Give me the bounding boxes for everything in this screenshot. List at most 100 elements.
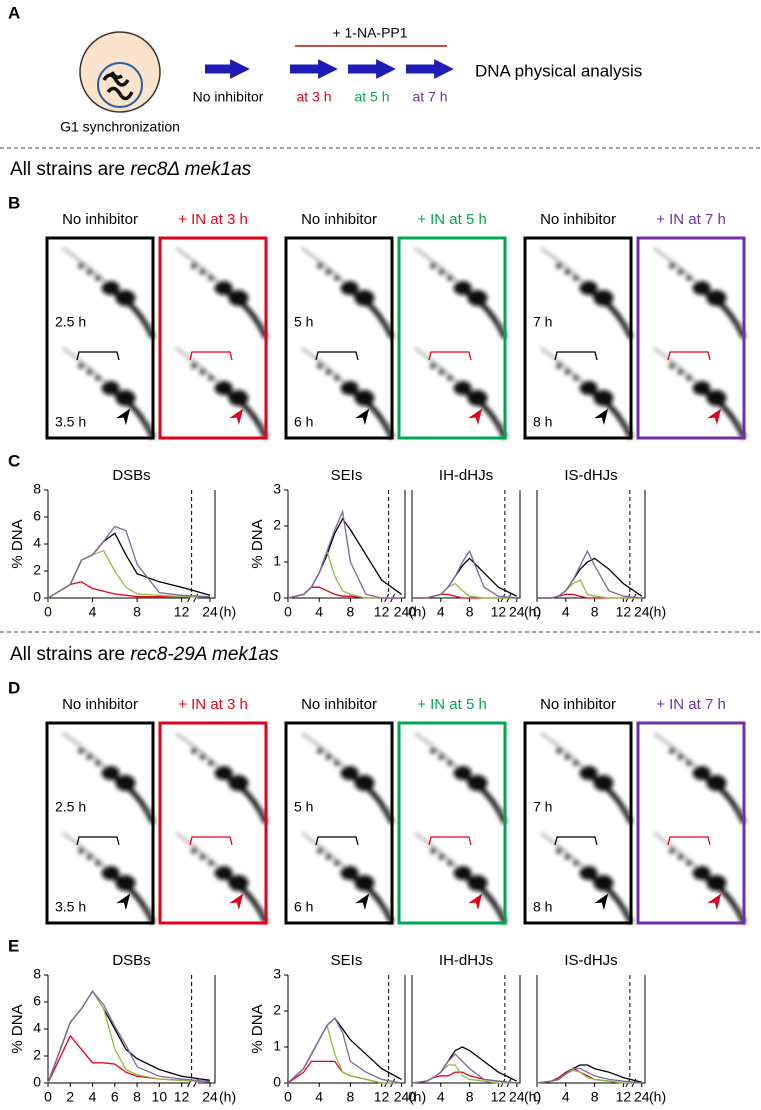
gel-spot — [77, 848, 84, 854]
chart-title: IS-dHJs — [564, 952, 617, 969]
x-axis-label: (h) — [649, 1089, 666, 1105]
series-line — [537, 557, 643, 599]
gel-image — [62, 732, 156, 925]
gel-spot — [429, 848, 436, 854]
gel-spot — [207, 760, 214, 766]
arrowhead — [468, 408, 483, 426]
gel-spot — [555, 748, 562, 754]
genotype: rec8-29A mek1as — [130, 644, 279, 665]
arrowhead — [594, 408, 609, 426]
blot-background — [286, 723, 392, 923]
y-tick-label: 2 — [33, 562, 41, 578]
gel-spot — [316, 363, 323, 369]
blot-background — [160, 238, 266, 438]
x-tick-label: 8 — [347, 1089, 355, 1105]
x-tick-label: 4 — [562, 1089, 570, 1105]
x-tick-label: 8 — [591, 1089, 599, 1105]
gel-spot — [677, 269, 684, 275]
x-tick-label: 4 — [437, 604, 445, 620]
gel-spot — [94, 375, 101, 381]
genotype: rec8Δ mek1as — [130, 159, 251, 180]
gel-spot — [333, 760, 340, 766]
time-label: 6 h — [294, 414, 313, 430]
axes — [287, 490, 406, 599]
gel-spot — [572, 860, 579, 866]
gel-spot — [207, 375, 214, 381]
gel-spot — [446, 860, 453, 866]
gel-spot — [199, 269, 206, 275]
blot-background — [160, 723, 266, 923]
blot-frame — [397, 721, 507, 925]
gel-spot — [199, 854, 206, 860]
gel-spot — [706, 875, 727, 891]
x-tick-label: 24 — [509, 1089, 525, 1105]
series-line — [47, 550, 210, 599]
x-tick-label: 12 — [491, 604, 507, 620]
gel-spot — [579, 281, 598, 295]
time-label: 7 h — [533, 314, 552, 330]
section-prefix: All strains are — [10, 644, 130, 665]
x-tick-label: 8 — [466, 604, 474, 620]
arrowhead — [468, 893, 483, 911]
gel-spot — [190, 363, 197, 369]
y-tick-label: 4 — [33, 1020, 41, 1036]
panel-label: B — [8, 193, 20, 212]
x-tick-label: 4 — [437, 1089, 445, 1105]
gel-spot — [325, 269, 332, 275]
bracket — [428, 836, 472, 846]
series-line — [47, 989, 211, 1084]
y-tick-label: 0 — [273, 589, 281, 605]
step-label: at 3 h — [296, 89, 331, 105]
arrowhead — [594, 893, 609, 911]
y-tick-label: 3 — [273, 966, 281, 982]
gel-spot — [692, 381, 711, 395]
time-label: 8 h — [533, 414, 552, 430]
x-tick-label: 4 — [562, 604, 570, 620]
chart-title: IH-dHJs — [439, 952, 493, 969]
gel-spot — [593, 875, 614, 891]
series-line — [47, 1034, 211, 1084]
gel-spot — [555, 263, 562, 269]
y-tick-label: 0 — [33, 589, 41, 605]
x-tick-label: 8 — [466, 1089, 474, 1105]
gel-spot — [214, 766, 233, 780]
x-axis-label: (h) — [524, 604, 541, 620]
x-tick-label: 24 — [634, 604, 650, 620]
series-line — [287, 1023, 402, 1084]
gel-spot — [453, 281, 472, 295]
gel-spot — [564, 854, 571, 860]
gel-image — [653, 732, 747, 925]
gel-image — [301, 732, 395, 925]
gel-spot — [228, 290, 249, 306]
arrowhead — [229, 893, 244, 911]
blot-frame — [45, 721, 155, 925]
gel-spot — [340, 766, 359, 780]
bracket — [667, 351, 711, 361]
gel-spot — [86, 854, 93, 860]
gel-spot — [593, 775, 614, 791]
x-tick-label: 10 — [152, 1089, 168, 1105]
series-line — [47, 581, 210, 599]
gel-spot — [677, 369, 684, 375]
x-axis-label: (h) — [409, 1089, 426, 1105]
x-tick-label: 2 — [66, 1089, 74, 1105]
gel-image — [540, 247, 634, 440]
panel-label: D — [8, 678, 20, 697]
series-line — [47, 525, 211, 599]
cell-caption: G1 synchronization — [60, 119, 180, 135]
blot-frame — [158, 236, 268, 440]
gel-spot — [207, 860, 214, 866]
axis-break-gap — [188, 594, 198, 602]
gel-spot — [685, 760, 692, 766]
treated-header: + IN at 3 h — [178, 211, 248, 228]
gel-spot — [467, 390, 488, 406]
series-line — [287, 509, 402, 599]
x-tick-label: 0 — [44, 604, 52, 620]
gel-spot — [316, 748, 323, 754]
axes — [411, 490, 521, 599]
bracket — [76, 351, 120, 361]
gel-spot — [429, 363, 436, 369]
x-tick-label: 0 — [533, 1089, 541, 1105]
gel-spot — [429, 263, 436, 269]
x-tick-label: 4 — [315, 1089, 323, 1105]
